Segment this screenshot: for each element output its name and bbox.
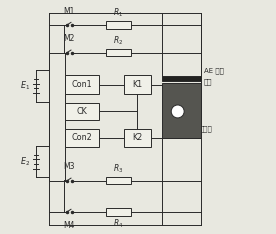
Text: $E_1$: $E_1$ bbox=[20, 80, 30, 92]
Bar bbox=[106, 49, 131, 56]
Circle shape bbox=[171, 105, 184, 118]
Text: M4: M4 bbox=[63, 221, 75, 230]
Text: K2: K2 bbox=[132, 133, 142, 143]
Text: $R_1$: $R_1$ bbox=[113, 6, 123, 19]
Bar bbox=[65, 128, 99, 147]
Text: $E_2$: $E_2$ bbox=[20, 155, 30, 168]
Bar bbox=[106, 177, 131, 184]
Text: M3: M3 bbox=[63, 162, 75, 172]
Text: M2: M2 bbox=[64, 34, 75, 43]
Text: Con1: Con1 bbox=[72, 80, 92, 89]
Text: 工件: 工件 bbox=[204, 79, 212, 85]
Bar bbox=[162, 83, 201, 138]
Text: K1: K1 bbox=[132, 80, 142, 89]
Bar bbox=[106, 208, 131, 216]
Bar bbox=[65, 103, 99, 120]
Bar bbox=[162, 76, 201, 81]
Bar bbox=[124, 128, 151, 147]
Text: M1: M1 bbox=[64, 7, 75, 16]
Text: Con2: Con2 bbox=[72, 133, 92, 143]
Text: $R_3$: $R_3$ bbox=[113, 162, 124, 175]
Text: AE 电极: AE 电极 bbox=[204, 67, 224, 74]
Bar bbox=[65, 75, 99, 94]
Text: 电极丝: 电极丝 bbox=[199, 125, 212, 132]
Text: CK: CK bbox=[77, 107, 87, 116]
Bar bbox=[106, 21, 131, 29]
Text: $R_2$: $R_2$ bbox=[113, 34, 123, 47]
Text: $R_4$: $R_4$ bbox=[113, 218, 124, 230]
Bar bbox=[124, 75, 151, 94]
